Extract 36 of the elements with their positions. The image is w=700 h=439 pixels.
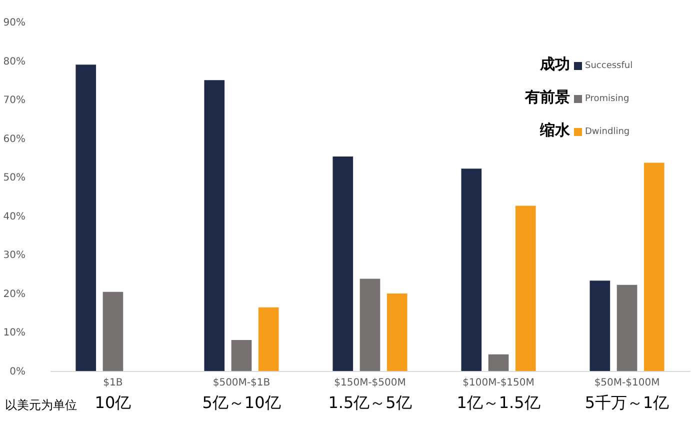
y-tick-label: 20% <box>3 288 26 300</box>
y-tick-label: 50% <box>3 172 26 184</box>
y-tick-label: 30% <box>3 250 26 262</box>
annotation: 成功 <box>539 55 570 73</box>
y-tick-label: 80% <box>3 56 26 68</box>
y-tick-label: 70% <box>3 95 26 106</box>
bar <box>644 162 664 371</box>
bar <box>258 307 279 371</box>
annotation: 有前景 <box>524 88 570 106</box>
category-label: $1B 10亿 <box>94 378 132 412</box>
y-tick-label: 90% <box>3 18 26 28</box>
category-label: $150M-$500M 1.5亿～5亿 <box>328 378 412 412</box>
y-tick-label: 0% <box>10 366 26 378</box>
legend-label: Dwindling <box>585 127 630 137</box>
legend-label: Promising <box>585 94 630 104</box>
legend-label: Successful <box>585 61 633 71</box>
bar <box>386 293 408 371</box>
bar <box>204 80 225 371</box>
category-label: $50M-$100M 5千万～1亿 <box>584 378 670 412</box>
annotation: 缩水 <box>539 121 571 139</box>
category-label: $100M-$150M 1亿～1.5亿 <box>456 378 540 412</box>
bar <box>488 354 509 371</box>
bar <box>102 292 124 371</box>
bar <box>590 280 610 371</box>
text: 以美元为单位 <box>5 398 77 412</box>
bar <box>332 156 354 371</box>
bar <box>76 64 96 371</box>
y-tick-label: 60% <box>3 134 26 145</box>
category-label: $500M-$1B 5亿～10亿 <box>202 378 281 412</box>
y-tick-label: 40% <box>3 211 26 222</box>
y-tick-label: 10% <box>3 328 26 339</box>
bar <box>360 278 380 371</box>
bar <box>616 284 638 371</box>
bar <box>515 206 536 371</box>
bar <box>231 340 252 371</box>
bar <box>461 168 482 371</box>
